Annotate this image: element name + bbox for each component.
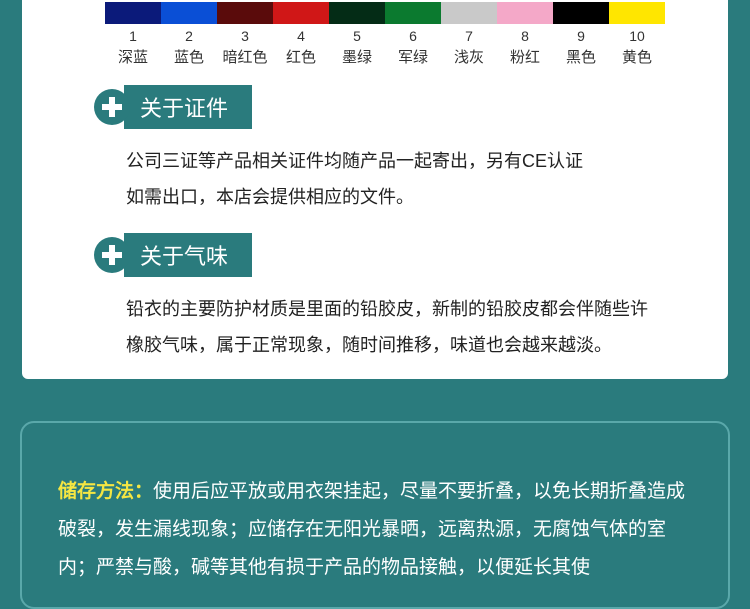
swatch-number: 7 — [465, 28, 473, 44]
swatch-name: 红色 — [286, 46, 316, 67]
color-swatch — [441, 2, 497, 24]
swatch-col: 7 浅灰 — [441, 2, 497, 67]
swatch-col: 3 暗红色 — [217, 2, 273, 67]
swatch-name: 深蓝 — [118, 46, 148, 67]
swatch-name: 浅灰 — [454, 46, 484, 67]
color-swatch — [273, 2, 329, 24]
swatch-number: 9 — [577, 28, 585, 44]
swatch-name: 墨绿 — [342, 46, 372, 67]
swatch-number: 6 — [409, 28, 417, 44]
section-header-smell: 关于气味 — [94, 233, 728, 277]
color-swatch — [609, 2, 665, 24]
storage-label: 储存方法： — [58, 481, 153, 502]
cert-line1: 公司三证等产品相关证件均随产品一起寄出，另有CE认证 — [126, 143, 668, 179]
swatch-name: 暗红色 — [222, 46, 267, 67]
color-swatch — [497, 2, 553, 24]
swatch-col: 2 蓝色 — [161, 2, 217, 67]
swatch-col: 4 红色 — [273, 2, 329, 67]
swatch-name: 蓝色 — [174, 46, 204, 67]
color-swatch — [553, 2, 609, 24]
section-title-smell: 关于气味 — [124, 233, 252, 277]
swatch-number: 2 — [185, 28, 193, 44]
swatch-number: 10 — [629, 28, 645, 44]
swatch-number: 1 — [129, 28, 137, 44]
swatch-col: 1 深蓝 — [105, 2, 161, 67]
color-swatch — [217, 2, 273, 24]
swatch-col: 10 黄色 — [609, 2, 665, 67]
swatch-number: 4 — [297, 28, 305, 44]
smell-body: 铅衣的主要防护材质是里面的铅胶皮，新制的铅胶皮都会伴随些许 橡胶气味，属于正常现… — [126, 291, 668, 363]
section-header-cert: 关于证件 — [94, 85, 728, 129]
smell-line1: 铅衣的主要防护材质是里面的铅胶皮，新制的铅胶皮都会伴随些许 — [126, 291, 668, 327]
color-swatch — [105, 2, 161, 24]
swatch-col: 5 墨绿 — [329, 2, 385, 67]
swatch-name: 黄色 — [622, 46, 652, 67]
swatch-number: 5 — [353, 28, 361, 44]
color-swatch-row: 1 深蓝 2 蓝色 3 暗红色 4 红色 5 墨绿 6 军绿 7 浅灰 8 粉红 9 黑色 10 黄色 — [102, 0, 668, 67]
top-panel: 1 深蓝 2 蓝色 3 暗红色 4 红色 5 墨绿 6 军绿 7 浅灰 8 粉红 9 黑色 10 黄色 关于证件 公司… — [20, 0, 730, 381]
swatch-number: 3 — [241, 28, 249, 44]
swatch-name: 军绿 — [398, 46, 428, 67]
swatch-col: 9 黑色 — [553, 2, 609, 67]
plus-icon — [94, 237, 130, 273]
smell-line2: 橡胶气味，属于正常现象，随时间推移，味道也会越来越淡。 — [126, 327, 668, 363]
section-title-cert: 关于证件 — [124, 85, 252, 129]
swatch-name: 粉红 — [510, 46, 540, 67]
swatch-col: 6 军绿 — [385, 2, 441, 67]
storage-text: 使用后应平放或用衣架挂起，尽量不要折叠，以免长期折叠造成破裂，发生漏线现象；应储… — [58, 481, 685, 578]
swatch-number: 8 — [521, 28, 529, 44]
cert-line2: 如需出口，本店会提供相应的文件。 — [126, 179, 668, 215]
color-swatch — [161, 2, 217, 24]
swatch-name: 黑色 — [566, 46, 596, 67]
color-swatch — [385, 2, 441, 24]
color-swatch — [329, 2, 385, 24]
swatch-col: 8 粉红 — [497, 2, 553, 67]
plus-icon — [94, 89, 130, 125]
storage-panel: 储存方法：使用后应平放或用衣架挂起，尽量不要折叠，以免长期折叠造成破裂，发生漏线… — [20, 421, 730, 609]
cert-body: 公司三证等产品相关证件均随产品一起寄出，另有CE认证 如需出口，本店会提供相应的… — [126, 143, 668, 215]
